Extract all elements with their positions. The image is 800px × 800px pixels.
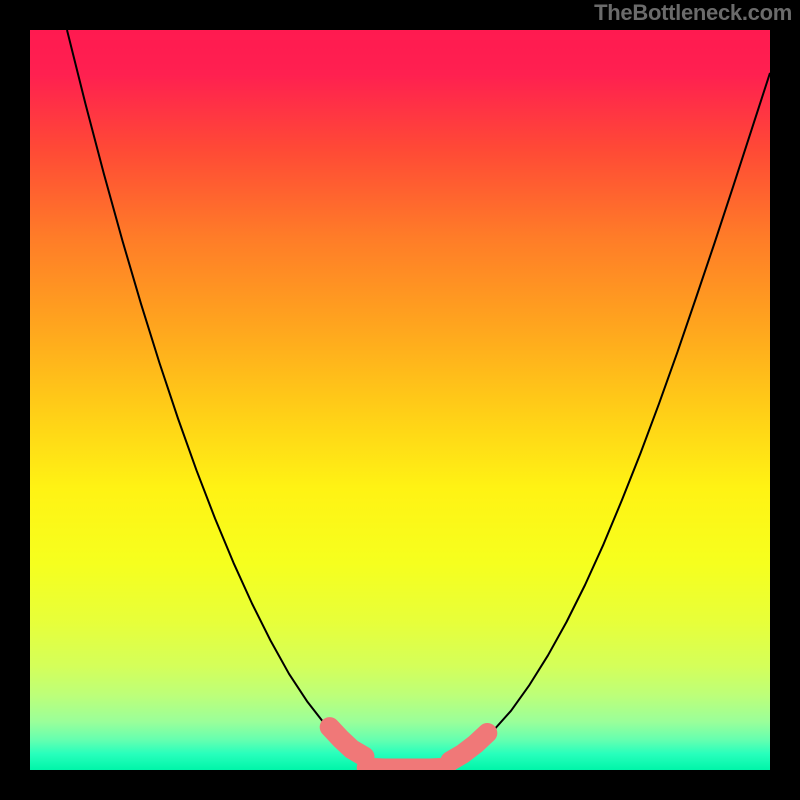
watermark-text: TheBottleneck.com [594, 0, 792, 26]
plot-svg [30, 30, 770, 770]
plot-area [30, 30, 770, 770]
chart-container: TheBottleneck.com [0, 0, 800, 800]
gradient-background [30, 30, 770, 770]
marker-segment-1 [367, 768, 446, 769]
